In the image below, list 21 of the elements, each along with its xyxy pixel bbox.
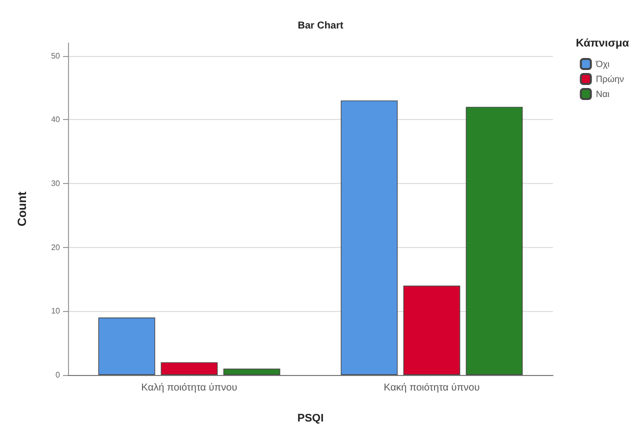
x-axis-title: PSQI — [297, 412, 324, 424]
y-axis-title: Count — [15, 192, 29, 226]
chart-title: Bar Chart — [298, 20, 344, 32]
legend-label: Πρώην — [596, 74, 624, 84]
y-tick-label: 20 — [51, 242, 61, 252]
y-tick-label: 40 — [51, 115, 61, 124]
bar — [403, 286, 460, 375]
legend-label: Όχι — [594, 59, 610, 69]
y-tick-label: 10 — [51, 306, 61, 316]
x-tick-label: Κακή ποιότητα ύπνου — [384, 382, 480, 394]
y-tick-label: 0 — [56, 370, 61, 380]
y-tick-label: 50 — [51, 51, 61, 60]
y-tick-label: 30 — [51, 178, 61, 188]
bar — [160, 362, 218, 375]
legend-title: Κάπνισμα — [576, 38, 630, 50]
legend-label: Ναι — [596, 89, 610, 99]
bar — [223, 368, 280, 375]
x-tick-label: Καλή ποιότητα ύπνου — [141, 382, 238, 394]
bar — [340, 100, 398, 375]
bar — [466, 106, 523, 375]
bar — [98, 318, 156, 375]
